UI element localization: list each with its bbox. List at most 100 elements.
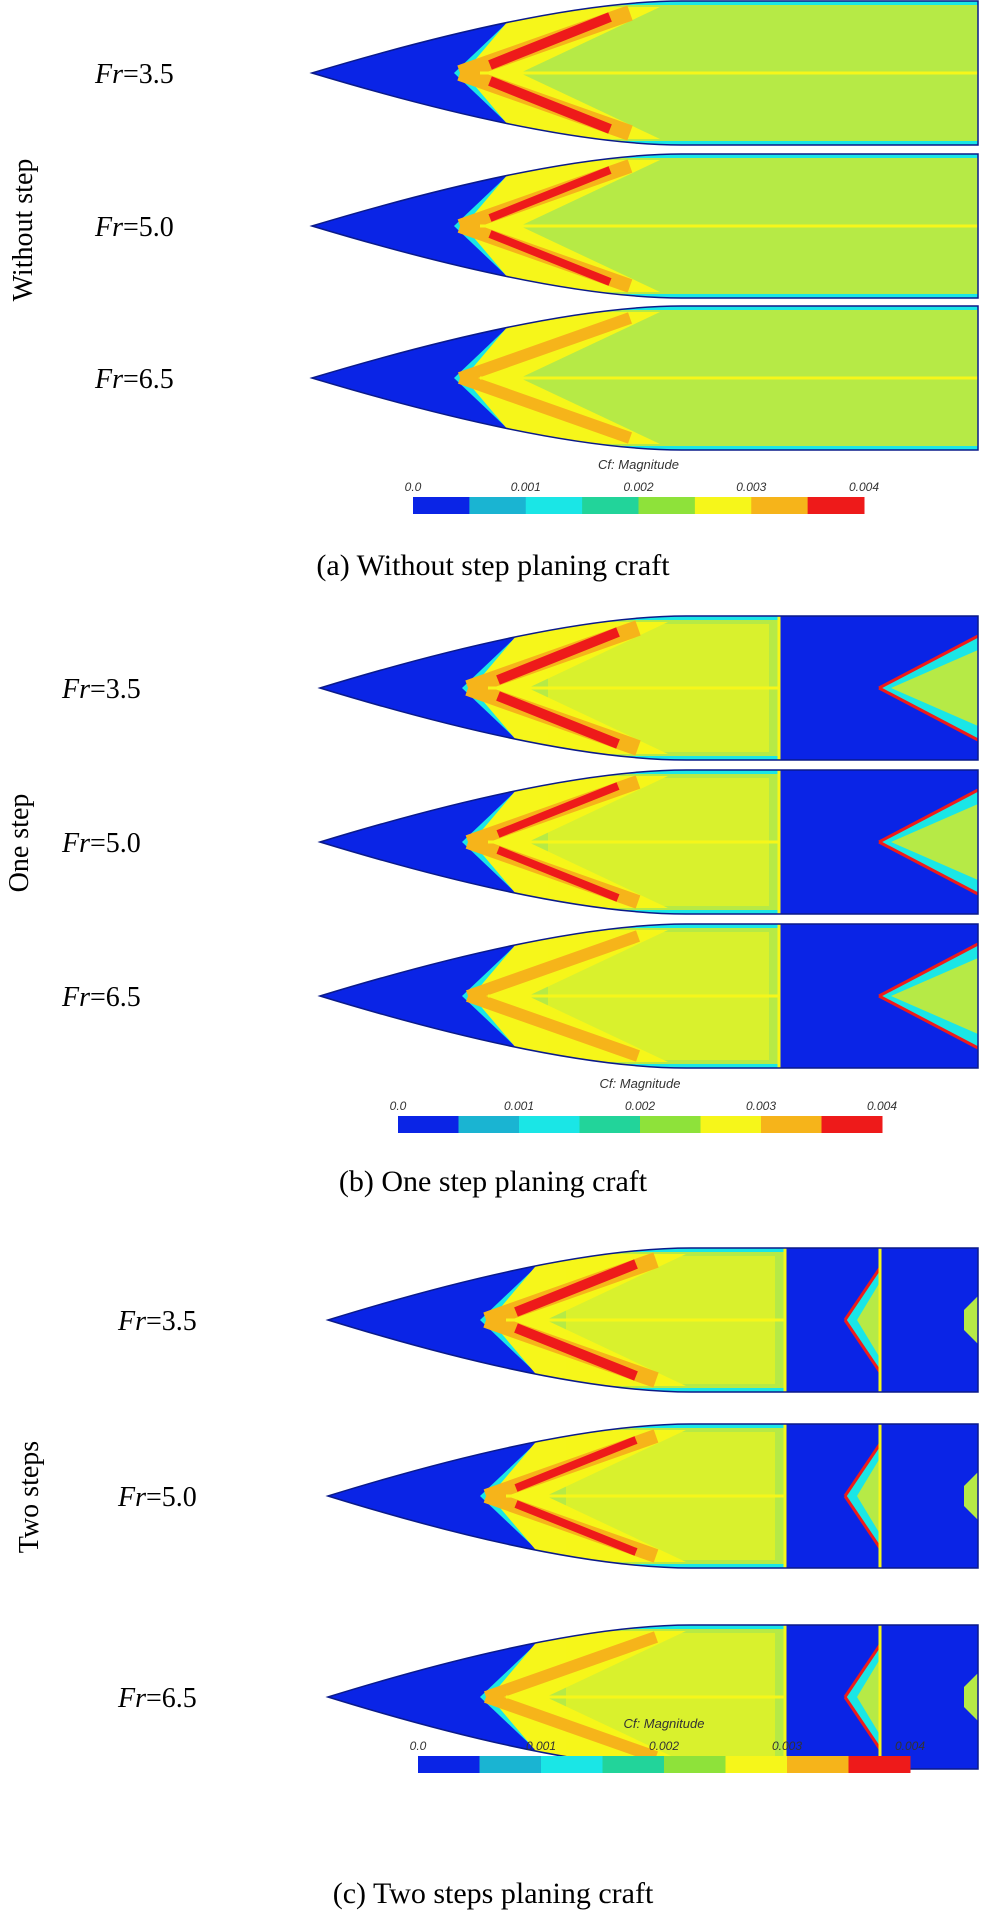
colorbar-swatch	[700, 1116, 762, 1133]
reattach-red-lower	[843, 1696, 882, 1750]
hull-outline	[309, 153, 979, 299]
hull-outline	[325, 1624, 979, 1770]
colorbar-tick-label: 0.0	[410, 1739, 427, 1753]
colorbar-swatch	[694, 497, 752, 514]
colorbar-swatch	[638, 497, 696, 514]
froude-var: Fr	[94, 364, 123, 395]
yellow-zone	[472, 776, 668, 908]
colorbar-swatch	[787, 1756, 849, 1773]
reattach-red-lower	[878, 994, 978, 1050]
reattach-red-upper	[843, 1443, 882, 1497]
colorbar-tick-label: 0.003	[772, 1739, 802, 1753]
colorbar-swatch	[848, 1756, 911, 1773]
froude-value: =6.5	[90, 982, 141, 1013]
colorbar-swatch	[807, 497, 865, 514]
colorbar-tick-label: 0.0	[390, 1099, 407, 1113]
red-streak-lower	[514, 1323, 638, 1381]
froude-label: Fr=3.5	[117, 1306, 197, 1337]
yellow-zone	[490, 1430, 686, 1562]
hull-row: Fr=3.5	[61, 615, 979, 761]
froude-var: Fr	[117, 1482, 146, 1513]
froude-var: Fr	[117, 1306, 146, 1337]
side-label: One step	[4, 794, 35, 893]
colorbar: Cf: Magnitude 0.0 0.001 0.002 0.003 0.004	[390, 1076, 897, 1133]
colorbar-title: Cf: Magnitude	[600, 1076, 681, 1091]
red-streak-upper	[496, 627, 620, 685]
colorbar-swatch	[413, 497, 470, 514]
reattach-green	[891, 804, 978, 880]
froude-value: =6.5	[123, 364, 174, 395]
colorbar-swatch	[458, 1116, 520, 1133]
yellow-zone	[464, 160, 660, 292]
panel-caption: (c) Two steps planing craft	[333, 1877, 654, 1910]
colorbar-tick-label: 0.004	[895, 1739, 925, 1753]
colorbar: Cf: Magnitude 0.0 0.001 0.002 0.003 0.004	[405, 457, 879, 514]
red-streak-upper	[496, 937, 620, 991]
red-streak-upper	[488, 166, 612, 222]
colorbar-tick-label: 0.001	[526, 1739, 556, 1753]
reattach-2	[964, 1673, 978, 1721]
dry-region-2	[880, 1625, 978, 1769]
froude-var: Fr	[94, 212, 123, 243]
colorbar-tick-label: 0.002	[649, 1739, 679, 1753]
red-streak-lower	[488, 230, 612, 286]
hull-contour	[312, 1, 978, 145]
red-streak-upper	[488, 319, 612, 373]
colorbar-swatch	[751, 497, 809, 514]
reattach-red-lower	[843, 1495, 882, 1549]
colorbar-swatch	[602, 1756, 665, 1773]
colorbar-swatch	[398, 1116, 459, 1133]
hull-row: Fr=5.0	[61, 769, 979, 915]
colorbar-swatch	[582, 497, 639, 514]
froude-label: Fr=6.5	[61, 982, 141, 1013]
colorbar-title: Cf: Magnitude	[598, 457, 679, 472]
hull-row: Fr=6.5	[94, 305, 979, 451]
red-streak-upper	[514, 1436, 638, 1492]
hull-outline	[325, 1247, 979, 1393]
dry-region-2	[880, 1424, 978, 1568]
froude-var: Fr	[94, 59, 123, 90]
colorbar-swatch	[761, 1116, 822, 1133]
colorbar-tick-label: 0.002	[623, 480, 653, 494]
red-streak-lower	[488, 383, 612, 437]
reattach-red-lower	[843, 1319, 882, 1373]
reattach-green	[891, 650, 978, 726]
hull-contour	[312, 154, 978, 298]
yellow-zone	[464, 7, 660, 139]
red-streak-lower	[496, 846, 620, 902]
yellow-zone	[490, 1254, 686, 1386]
panel-caption: (b) One step planing craft	[339, 1165, 648, 1198]
froude-label: Fr=3.5	[94, 59, 174, 90]
red-streak-upper	[514, 1259, 638, 1317]
colorbar-swatch	[479, 1756, 542, 1773]
side-label: Without step	[8, 159, 39, 302]
colorbar-tick-label: 0.002	[625, 1099, 655, 1113]
colorbar-title: Cf: Magnitude	[624, 1716, 705, 1731]
hull-outline	[317, 769, 979, 915]
yellow-zone	[490, 1631, 686, 1763]
froude-label: Fr=3.5	[61, 674, 141, 705]
froude-label: Fr=6.5	[94, 364, 174, 395]
froude-value: =5.0	[123, 212, 174, 243]
reattach-red-upper	[843, 1644, 882, 1698]
froude-var: Fr	[61, 982, 90, 1013]
froude-value: =3.5	[90, 674, 141, 705]
froude-value: =5.0	[90, 828, 141, 859]
colorbar-swatch	[725, 1756, 788, 1773]
colorbar: Cf: Magnitude 0.0 0.001 0.002 0.003 0.004	[410, 1716, 925, 1773]
dry-region-2	[880, 1248, 978, 1392]
reattach-green	[857, 1458, 880, 1534]
froude-label: Fr=5.0	[117, 1482, 197, 1513]
red-streak-lower	[514, 1500, 638, 1556]
colorbar-swatch	[664, 1756, 726, 1773]
froude-value: =3.5	[146, 1306, 197, 1337]
hull-outline	[317, 923, 979, 1069]
reattach-red-upper	[878, 788, 978, 844]
froude-label: Fr=5.0	[94, 212, 174, 243]
reattach-red-lower	[878, 840, 978, 896]
hull-contour	[328, 1424, 978, 1568]
